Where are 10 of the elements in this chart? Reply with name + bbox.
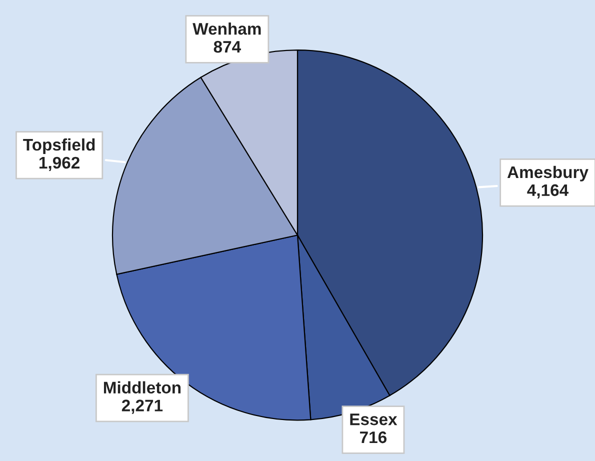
slice-label: Middleton	[104, 381, 181, 394]
data-label: 4,164	[527, 184, 569, 198]
data-label: 716	[360, 431, 387, 444]
data-label: 874	[214, 40, 241, 53]
slice-label: Topsfield	[23, 138, 95, 154]
data-label: 2,271	[122, 400, 163, 414]
slice-label: Essex	[350, 414, 398, 426]
data-label: 1,962	[40, 156, 80, 172]
slice-label: Amesbury	[507, 166, 588, 182]
slice-label: Wenham	[192, 22, 261, 35]
